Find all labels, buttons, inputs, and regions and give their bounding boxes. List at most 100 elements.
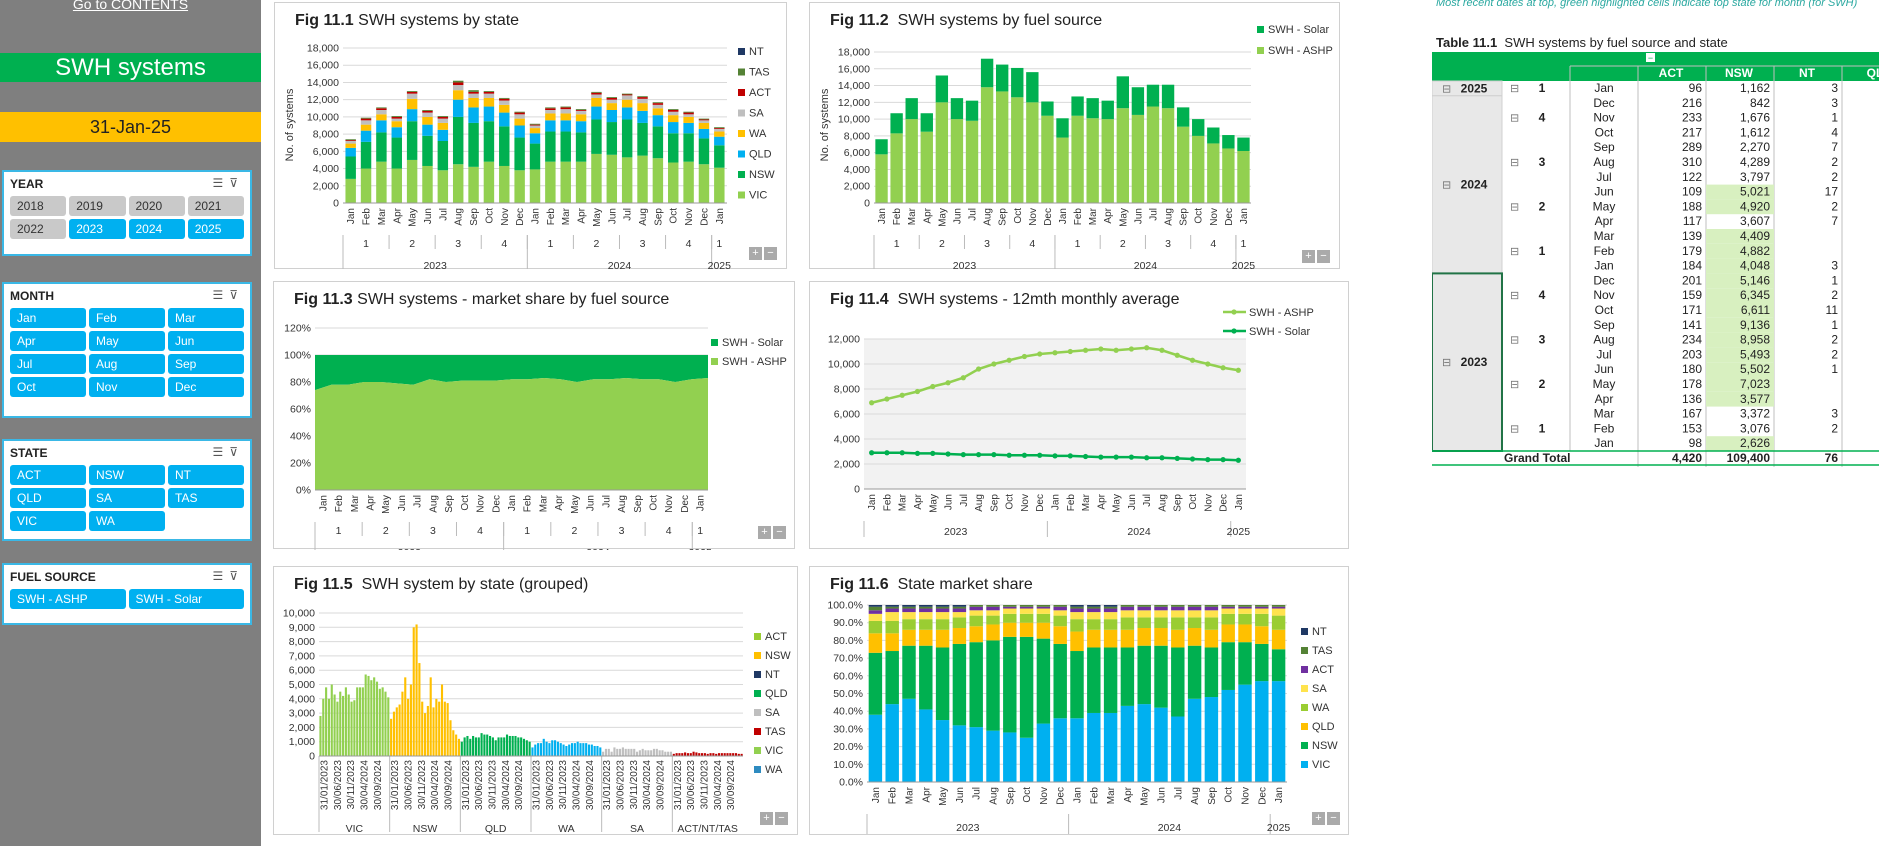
fig6-bar-wa xyxy=(1154,617,1168,629)
expand-icon[interactable]: + xyxy=(1312,812,1325,825)
slicer-year-2021[interactable]: 2021 xyxy=(187,196,244,216)
fig2-bar-swh-solar xyxy=(1207,127,1220,144)
fig4-point xyxy=(1144,455,1150,461)
expand-icon[interactable]: + xyxy=(749,247,762,260)
fig1-bar-qld xyxy=(560,120,571,132)
fig6-bar-qld xyxy=(1036,622,1051,639)
slicer-year-2023[interactable]: 2023 xyxy=(69,219,126,239)
fig5-bar-wa xyxy=(531,747,534,756)
fig6-bar-wa xyxy=(952,617,967,629)
slicer-year-2024[interactable]: 2024 xyxy=(128,219,185,239)
fig1-bar-vic xyxy=(698,164,710,203)
pivot-cell-value: 109 xyxy=(1682,185,1702,199)
fig6-bar-act xyxy=(1255,606,1269,609)
fig5-bar-sa xyxy=(669,751,673,756)
collapse-icon[interactable]: − xyxy=(764,247,777,260)
fig5-legend-label: VIC xyxy=(765,745,783,757)
clear-filter-icon[interactable]: ⊽ xyxy=(229,445,244,459)
collapse-icon[interactable]: − xyxy=(1327,812,1340,825)
collapse-icon[interactable]: − xyxy=(775,812,788,825)
pivot-month-label: Dec xyxy=(1593,96,1614,110)
fig5-bar-sa xyxy=(633,748,636,756)
multiselect-icon[interactable]: ☰ xyxy=(212,445,230,459)
fig3-year-label: 2024 xyxy=(586,547,610,550)
slicer-month-jun[interactable]: Jun xyxy=(168,331,244,351)
fig5-bar-qld xyxy=(494,740,497,756)
fig5-legend-label: QLD xyxy=(765,688,788,700)
fig1-bar-sa xyxy=(406,93,418,99)
slicer-month-mar[interactable]: Mar xyxy=(168,308,244,328)
slicer-state-nsw[interactable]: NSW xyxy=(89,465,165,485)
slicer-month-dec[interactable]: Dec xyxy=(168,377,244,397)
slicer-year-2025[interactable]: 2025 xyxy=(187,219,244,239)
slicer-state-act[interactable]: ACT xyxy=(10,465,86,485)
fig2-x-tick: Aug xyxy=(1164,208,1175,226)
fig1-bar-qld xyxy=(652,115,664,127)
fig6-bar-sa xyxy=(952,612,967,618)
pivot-cell-value: 3 xyxy=(1831,81,1838,95)
fig5-bar-wa xyxy=(551,740,554,756)
fig4-point xyxy=(960,375,966,381)
collapse-icon[interactable]: − xyxy=(773,526,786,539)
fig5-bar-act-nt-tas xyxy=(692,751,695,756)
multiselect-icon[interactable]: ☰ xyxy=(212,569,230,583)
fig2-x-tick: Jun xyxy=(1133,208,1144,224)
clear-filter-icon[interactable]: ⊽ xyxy=(229,176,244,190)
fig6-bar-act xyxy=(1204,606,1219,611)
slicer-state-qld[interactable]: QLD xyxy=(10,488,86,508)
slicer-fuel-swh-solar[interactable]: SWH - Solar xyxy=(128,589,244,609)
pivot-month-label: Jun xyxy=(1594,185,1613,199)
slicer-month-oct[interactable]: Oct xyxy=(10,377,86,397)
fig6-bar-nt xyxy=(1103,605,1118,607)
slicer-month-nov[interactable]: Nov xyxy=(89,377,165,397)
slicer-month-feb[interactable]: Feb xyxy=(89,308,165,328)
slicer-month-aug[interactable]: Aug xyxy=(89,354,165,374)
multiselect-icon[interactable]: ☰ xyxy=(212,176,230,190)
slicer-month-sep[interactable]: Sep xyxy=(168,354,244,374)
fig2-x-tick: Jul xyxy=(968,208,979,221)
slicer-state-tas[interactable]: TAS xyxy=(168,488,244,508)
collapse-icon[interactable]: − xyxy=(1317,250,1330,263)
slicer-month-apr[interactable]: Apr xyxy=(10,331,86,351)
fig1-bar-qld xyxy=(591,106,602,120)
clear-filter-icon[interactable]: ⊽ xyxy=(229,569,244,583)
slicer-year-2022[interactable]: 2022 xyxy=(10,219,67,239)
slicer-state-sa[interactable]: SA xyxy=(89,488,165,508)
fig3-x-tick: Mar xyxy=(350,494,361,512)
fig6-bar-tas xyxy=(868,606,883,611)
fig6-bar-vic xyxy=(1255,681,1269,782)
slicer-state-vic[interactable]: VIC xyxy=(10,511,86,531)
fig5-bar-qld xyxy=(491,737,494,756)
fig1-bar-vic xyxy=(468,166,479,203)
slicer-fuel-swh-ashp[interactable]: SWH - ASHP xyxy=(10,589,126,609)
goto-contents-link[interactable]: Go to CONTENTS xyxy=(72,0,189,12)
slicer-month-jul[interactable]: Jul xyxy=(10,354,86,374)
fig6-bar-nsw xyxy=(1238,642,1252,685)
slicer-month-jan[interactable]: Jan xyxy=(10,308,86,328)
fig5-y-tick: 1,000 xyxy=(289,736,315,748)
slicer-month-may[interactable]: May xyxy=(89,331,165,351)
pivot-cell-value: 7 xyxy=(1831,140,1838,154)
slicer-fuel-title: FUEL SOURCE xyxy=(10,570,96,584)
slicer-year-2019[interactable]: 2019 xyxy=(69,196,126,216)
fig4-point xyxy=(1159,455,1165,461)
fig5-x-tick: 30/04/2024 xyxy=(430,760,441,810)
fig6-bar-vic xyxy=(919,709,933,782)
multiselect-icon[interactable]: ☰ xyxy=(212,288,230,302)
fig3-y-tick: 120% xyxy=(284,323,311,335)
slicer-year-2020[interactable]: 2020 xyxy=(128,196,185,216)
clear-filter-icon[interactable]: ⊽ xyxy=(229,288,244,302)
fig2-y-tick: 16,000 xyxy=(838,63,870,75)
expand-icon[interactable]: + xyxy=(758,526,771,539)
pivot-cell-value: 141 xyxy=(1682,318,1702,332)
expand-icon[interactable]: + xyxy=(1302,250,1315,263)
slicer-year-2018[interactable]: 2018 xyxy=(10,196,67,216)
slicer-state-wa[interactable]: WA xyxy=(89,511,165,531)
slicer-state-nt[interactable]: NT xyxy=(168,465,244,485)
pivot-month-label: Sep xyxy=(1593,318,1615,332)
fig1-bar-tas xyxy=(514,111,525,113)
pivot-cell-value: 2 xyxy=(1831,347,1838,361)
fig2-x-tick: Sep xyxy=(1179,208,1190,226)
fig6-bar-nsw xyxy=(1103,647,1118,713)
expand-icon[interactable]: + xyxy=(760,812,773,825)
